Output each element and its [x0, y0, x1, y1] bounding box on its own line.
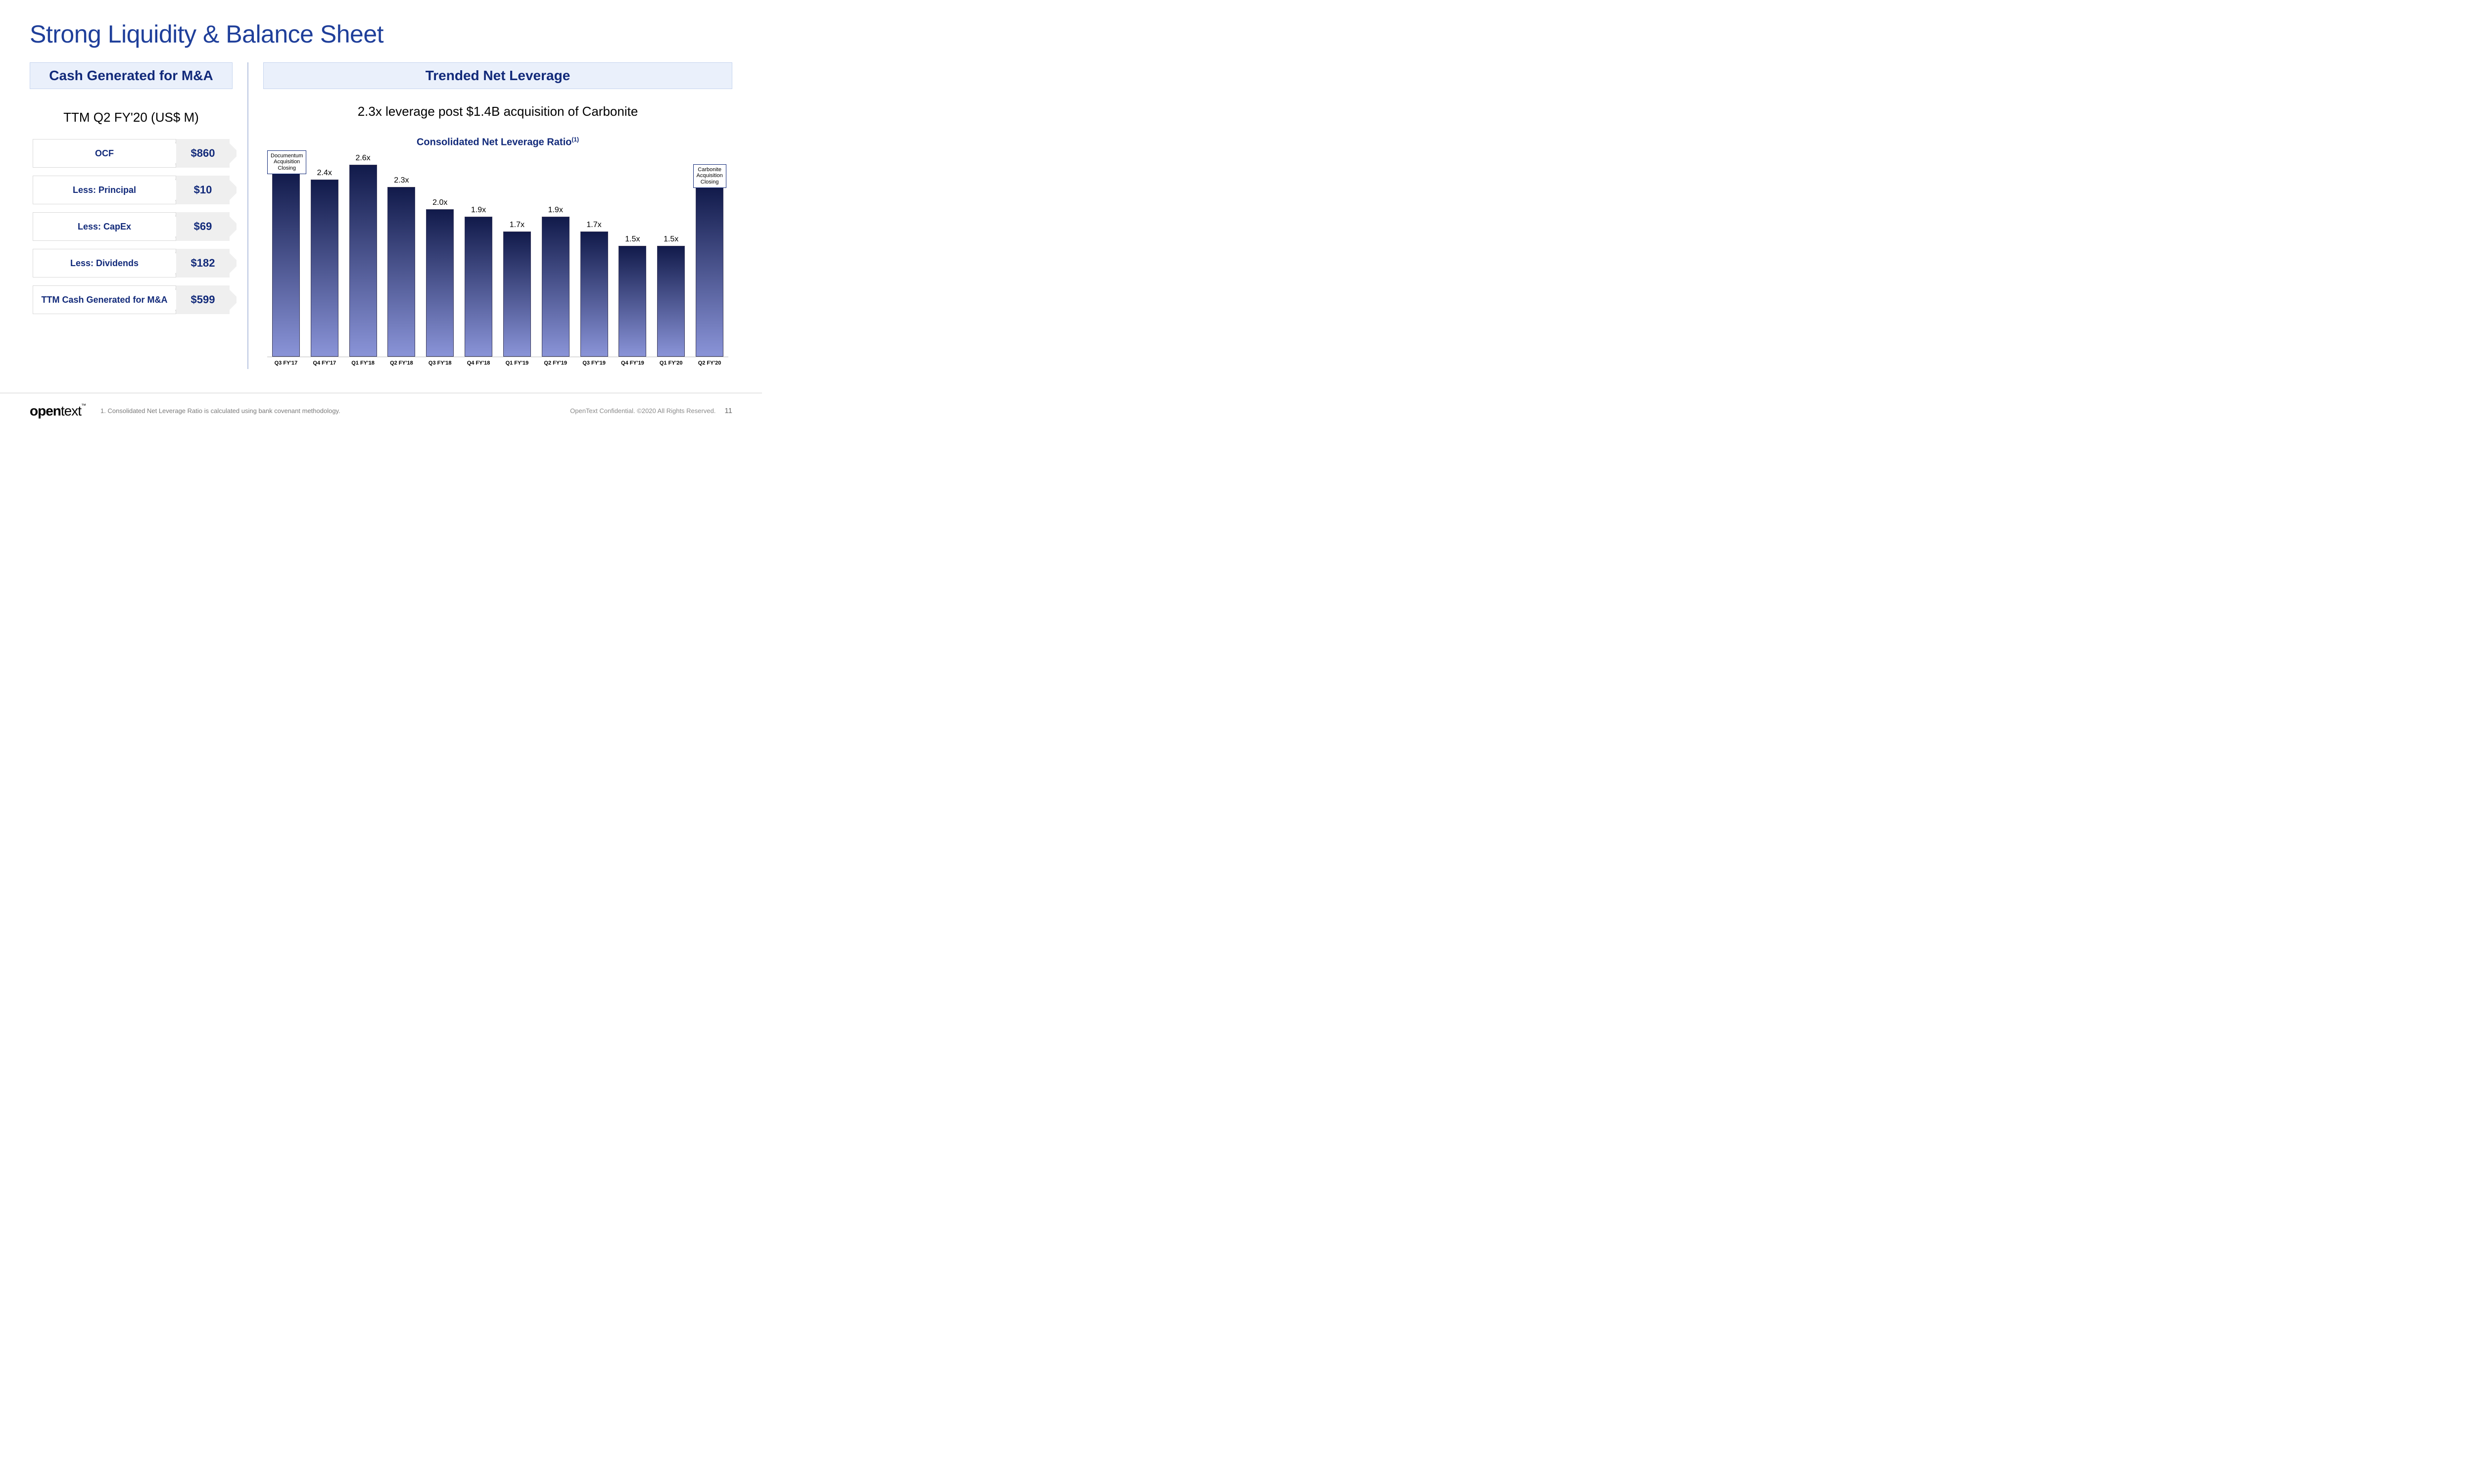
bar — [542, 217, 570, 357]
bar-slot: 1.7x — [576, 150, 612, 357]
chart-bars: 2.5x 2.4x 2.6x 2.3x 2.0x 1.9x 1.7x 1.9x 1.7x 1.5x… — [267, 150, 728, 357]
bar-slot: 2.3x — [383, 150, 419, 357]
bar-slot: 1.7x — [499, 150, 535, 357]
cash-row-value: $860 — [176, 139, 230, 168]
cash-row: Less: Principal$10 — [33, 176, 230, 204]
chart-title-sup: (1) — [571, 136, 579, 143]
logo-tm: ™ — [81, 403, 86, 409]
footnote: 1. Consolidated Net Leverage Ratio is ca… — [100, 407, 570, 415]
left-subtitle: TTM Q2 FY'20 (US$ M) — [30, 110, 233, 125]
axis-label: Q1 FY'18 — [345, 357, 381, 369]
bar — [311, 180, 338, 357]
bar-value-label: 2.0x — [432, 198, 447, 207]
bar — [657, 246, 685, 357]
cash-row-label: TTM Cash Generated for M&A — [33, 285, 176, 314]
bar-value-label: 2.4x — [317, 169, 332, 178]
axis-label: Q3 FY'19 — [576, 357, 612, 369]
right-subtitle: 2.3x leverage post $1.4B acquisition of … — [263, 104, 732, 119]
slide-title: Strong Liquidity & Balance Sheet — [30, 20, 732, 48]
logo-bold: open — [30, 403, 61, 418]
cash-row: Less: CapEx$69 — [33, 212, 230, 241]
axis-label: Q4 FY'19 — [615, 357, 650, 369]
cash-row-label: Less: CapEx — [33, 212, 176, 241]
axis-label: Q3 FY'18 — [422, 357, 458, 369]
leverage-chart: 2.5x 2.4x 2.6x 2.3x 2.0x 1.9x 1.7x 1.9x 1.7x 1.5x… — [267, 150, 728, 369]
axis-label: Q1 FY'20 — [653, 357, 689, 369]
axis-label: Q1 FY'19 — [499, 357, 535, 369]
bar-slot: 1.5x — [653, 150, 689, 357]
cash-row-label: Less: Principal — [33, 176, 176, 204]
cash-row: Less: Dividends$182 — [33, 249, 230, 278]
bar-value-label: 1.9x — [471, 206, 486, 215]
logo-thin: text — [61, 403, 81, 418]
cash-row-value: $182 — [176, 249, 230, 278]
footer: opentext™ 1. Consolidated Net Leverage R… — [0, 393, 762, 428]
chart-title: Consolidated Net Leverage Ratio(1) — [263, 136, 732, 148]
bar — [503, 232, 531, 357]
cash-row: TTM Cash Generated for M&A$599 — [33, 285, 230, 314]
bar — [272, 172, 300, 357]
bar-slot: 1.9x — [538, 150, 573, 357]
bar-slot: 2.4x — [307, 150, 342, 357]
bar — [696, 187, 723, 357]
bar-slot: 2.6x — [345, 150, 381, 357]
cash-row-value: $599 — [176, 285, 230, 314]
bar-value-label: 1.7x — [510, 221, 524, 230]
axis-label: Q3 FY'17 — [268, 357, 304, 369]
axis-label: Q2 FY'19 — [538, 357, 573, 369]
bar-value-label: 1.5x — [664, 235, 678, 244]
bar — [465, 217, 492, 357]
bar-value-label: 1.5x — [625, 235, 640, 244]
chart-callout: CarboniteAcquisitionClosing — [693, 164, 726, 188]
bar-value-label: 2.6x — [355, 154, 370, 163]
bar-slot: 2.5x — [268, 150, 304, 357]
bar-slot: 1.9x — [461, 150, 496, 357]
bar-value-label: 2.3x — [394, 176, 409, 185]
axis-label: Q2 FY'20 — [692, 357, 727, 369]
cash-row-value: $69 — [176, 212, 230, 241]
right-panel: Trended Net Leverage 2.3x leverage post … — [263, 62, 732, 369]
bar — [580, 232, 608, 357]
panel-divider — [247, 62, 248, 369]
cash-rows: OCF$860Less: Principal$10Less: CapEx$69L… — [30, 139, 233, 314]
bar-slot: 1.5x — [615, 150, 650, 357]
axis-label: Q4 FY'17 — [307, 357, 342, 369]
cash-row: OCF$860 — [33, 139, 230, 168]
axis-label: Q4 FY'18 — [461, 357, 496, 369]
cash-row-value: $10 — [176, 176, 230, 204]
content-area: Cash Generated for M&A TTM Q2 FY'20 (US$… — [30, 62, 732, 369]
axis-label: Q2 FY'18 — [383, 357, 419, 369]
bar-value-label: 1.9x — [548, 206, 563, 215]
bar-slot: 2.0x — [422, 150, 458, 357]
bar-value-label: 1.7x — [586, 221, 601, 230]
left-panel-header: Cash Generated for M&A — [30, 62, 233, 89]
bar — [426, 209, 454, 357]
cash-row-label: OCF — [33, 139, 176, 168]
left-panel: Cash Generated for M&A TTM Q2 FY'20 (US$… — [30, 62, 233, 369]
slide: Strong Liquidity & Balance Sheet Cash Ge… — [0, 0, 762, 428]
chart-axis: Q3 FY'17Q4 FY'17Q1 FY'18Q2 FY'18Q3 FY'18… — [267, 357, 728, 369]
logo: opentext™ — [30, 403, 86, 419]
cash-row-label: Less: Dividends — [33, 249, 176, 278]
bar — [618, 246, 646, 357]
chart-callout: DocumentumAcquisitionClosing — [267, 150, 306, 174]
chart-title-text: Consolidated Net Leverage Ratio — [417, 137, 571, 148]
page-number: 11 — [724, 407, 732, 415]
bar — [387, 187, 415, 357]
right-panel-header: Trended Net Leverage — [263, 62, 732, 89]
confidential-text: OpenText Confidential. ©2020 All Rights … — [570, 407, 715, 415]
bar — [349, 165, 377, 357]
